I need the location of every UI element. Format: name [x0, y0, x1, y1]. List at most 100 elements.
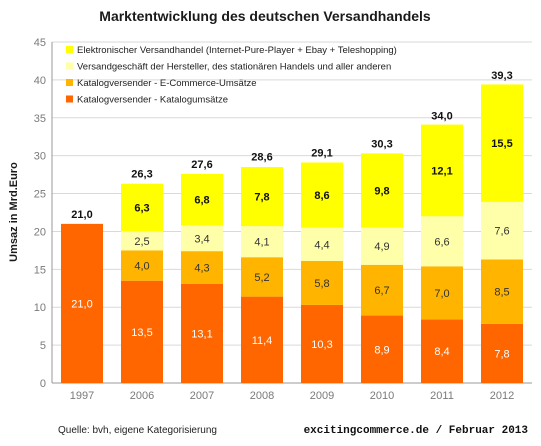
data-label: 4,3 [194, 262, 209, 274]
bar-segment [481, 323, 523, 383]
bar-segment [121, 231, 163, 251]
bar-segment [241, 167, 283, 227]
total-label: 39,3 [491, 70, 512, 82]
data-label: 5,8 [314, 278, 329, 290]
y-axis-label: Umsaz in Mrd.Euro [8, 162, 20, 262]
x-tick-label: 2009 [310, 390, 334, 402]
bar-segment [121, 280, 163, 383]
data-label: 6,6 [434, 236, 449, 248]
chart-title: Marktentwicklung des deutschen Versandha… [99, 8, 431, 24]
data-label: 13,1 [191, 328, 212, 340]
legend-swatch [66, 46, 73, 53]
legend-entry: Elektronischer Versandhandel (Internet-P… [77, 45, 397, 56]
legend-entry: Katalogversender - E-Commerce-Umsätze [77, 78, 257, 89]
data-label: 5,2 [254, 272, 269, 284]
bar-segment [181, 173, 223, 226]
bar-segment [421, 124, 463, 217]
y-tick-label: 15 [34, 264, 46, 276]
bar-segment [121, 250, 163, 281]
bar-segment [121, 183, 163, 232]
data-label: 4,1 [254, 237, 269, 249]
data-label: 8,9 [374, 344, 389, 356]
bar-segment [421, 216, 463, 267]
data-label: 7,8 [494, 348, 509, 360]
data-label: 9,8 [374, 186, 389, 198]
bar-segment [361, 264, 403, 316]
x-tick-labels: 1997 2006 2007 2008 2009 2010 2011 2012 [70, 390, 514, 402]
bar-segment [421, 319, 463, 383]
data-label: 11,4 [252, 335, 273, 347]
total-label: 28,6 [251, 151, 272, 163]
x-tick-label: 2007 [190, 390, 214, 402]
data-label: 8,5 [494, 287, 509, 299]
y-tick-label: 30 [34, 151, 46, 163]
y-tick-label: 0 [40, 378, 46, 390]
source-note: Quelle: bvh, eigene Kategorisierung [58, 425, 217, 436]
x-tick-label: 2010 [370, 390, 394, 402]
x-tick-label: 2011 [430, 390, 454, 402]
data-label: 4,9 [374, 241, 389, 253]
bar-segment [181, 251, 223, 284]
data-label: 8,4 [434, 346, 449, 358]
data-label: 7,8 [254, 192, 269, 204]
data-label: 3,4 [194, 233, 209, 245]
y-tick-label: 35 [34, 113, 46, 125]
legend: Elektronischer Versandhandel (Internet-P… [66, 45, 397, 106]
y-tick-label: 10 [34, 302, 46, 314]
bar-segment [301, 304, 343, 383]
data-label: 13,5 [131, 327, 152, 339]
legend-swatch [66, 62, 73, 70]
bar-segment [301, 227, 343, 261]
legend-swatch [66, 95, 73, 103]
bar-segment [241, 257, 283, 297]
x-tick-label: 1997 [70, 390, 94, 402]
x-tick-label: 2012 [490, 390, 514, 402]
data-label: 4,4 [314, 239, 329, 251]
total-labels: 21,0 26,3 27,6 28,6 29,1 30,3 34,0 39,3 [71, 70, 512, 221]
total-label: 29,1 [311, 147, 332, 159]
bar-segment [361, 315, 403, 383]
data-label: 7,0 [434, 288, 449, 300]
data-label: 6,7 [374, 285, 389, 297]
legend-entry: Katalogversender - Katalogumsätze [77, 95, 228, 106]
bar-segment [421, 266, 463, 320]
data-label: 12,1 [431, 165, 452, 177]
bar-segment [361, 153, 403, 228]
y-tick-label: 20 [34, 226, 46, 238]
x-tick-label: 2006 [130, 390, 154, 402]
bar-segment [181, 283, 223, 383]
bar-series [61, 84, 523, 383]
bar-segment [61, 223, 103, 383]
bar-segment [241, 296, 283, 383]
data-label: 21,0 [71, 298, 92, 310]
data-label: 2,5 [134, 236, 149, 248]
data-label: 15,5 [491, 138, 512, 150]
data-label: 6,8 [194, 195, 209, 207]
y-tick-label: 25 [34, 189, 46, 201]
bar-segment [241, 226, 283, 258]
y-tick-label: 40 [34, 75, 46, 87]
bar-segment [481, 84, 523, 202]
y-tick-labels: 0 5 10 15 20 25 30 35 40 45 [34, 37, 46, 390]
data-label: 7,6 [494, 226, 509, 238]
legend-entry: Versandgeschäft der Hersteller, des stat… [77, 62, 391, 73]
total-label: 30,3 [371, 138, 392, 150]
legend-swatch [66, 79, 73, 86]
y-tick-label: 5 [40, 340, 46, 352]
total-label: 21,0 [71, 209, 92, 221]
bar-segment [481, 201, 523, 260]
bar-segment [181, 225, 223, 252]
total-label: 27,6 [191, 159, 212, 171]
credit-note: excitingcommerce.de / Februar 2013 [304, 425, 529, 437]
data-label: 8,6 [314, 190, 329, 202]
x-tick-label: 2008 [250, 390, 274, 402]
data-label: 10,3 [311, 339, 332, 351]
segment-labels: 21,0 13,5 4,0 2,5 6,3 13,1 4,3 3,4 6,8 11,4 5,2 4,1… [71, 138, 512, 360]
bar-segment [361, 227, 403, 265]
total-label: 26,3 [131, 169, 152, 181]
bar-segment [301, 162, 343, 228]
data-label: 4,0 [134, 261, 149, 273]
total-label: 34,0 [431, 110, 452, 122]
bar-segment [301, 260, 343, 305]
